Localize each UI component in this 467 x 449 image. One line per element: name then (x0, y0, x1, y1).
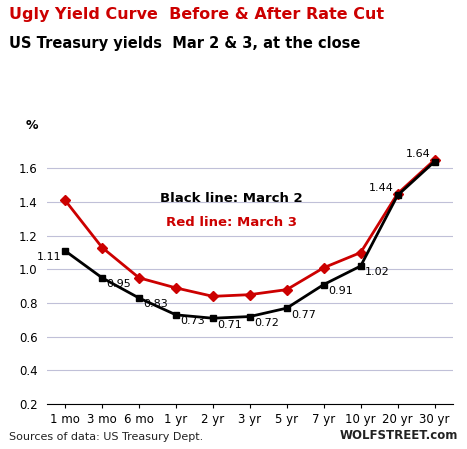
Text: 1.02: 1.02 (365, 268, 389, 277)
Text: Sources of data: US Treasury Dept.: Sources of data: US Treasury Dept. (9, 432, 204, 442)
Text: Black line: March 2: Black line: March 2 (160, 192, 303, 205)
Text: 1.64: 1.64 (406, 149, 431, 159)
Text: 0.73: 0.73 (180, 316, 205, 326)
Text: 0.77: 0.77 (291, 309, 316, 320)
Text: 1.11: 1.11 (36, 252, 61, 262)
Text: Ugly Yield Curve  Before & After Rate Cut: Ugly Yield Curve Before & After Rate Cut (9, 7, 384, 22)
Text: 1.44: 1.44 (368, 183, 393, 193)
Text: Red line: March 3: Red line: March 3 (166, 216, 297, 229)
Text: 0.72: 0.72 (254, 318, 279, 328)
Text: WOLFSTREET.com: WOLFSTREET.com (340, 429, 458, 442)
Text: 0.91: 0.91 (328, 286, 353, 296)
Text: 0.83: 0.83 (143, 299, 168, 309)
Text: %: % (26, 119, 39, 132)
Text: 0.95: 0.95 (106, 279, 131, 289)
Text: US Treasury yields  Mar 2 & 3, at the close: US Treasury yields Mar 2 & 3, at the clo… (9, 36, 361, 51)
Text: 0.71: 0.71 (217, 320, 242, 330)
